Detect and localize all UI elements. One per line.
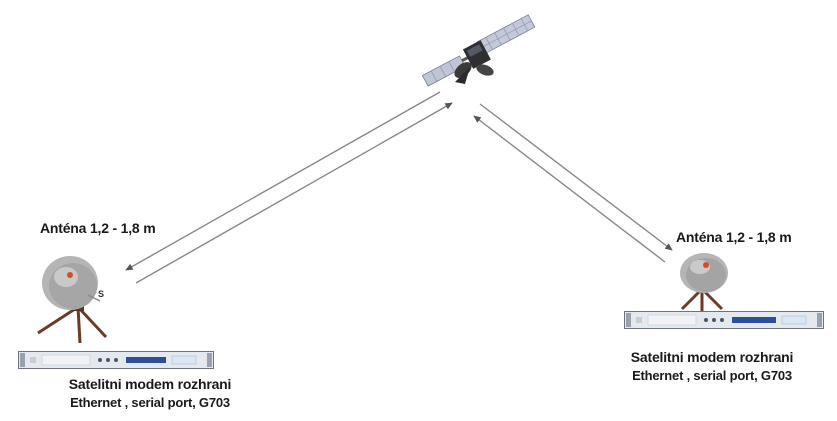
left-downlink-line (125, 91, 441, 271)
left-modem-subtitle: Ethernet , serial port, G703 (70, 395, 230, 410)
left-uplink-line (135, 102, 453, 284)
satellite-icon (421, 14, 536, 87)
right-downlink-line (479, 103, 673, 251)
right-uplink-line (473, 115, 666, 263)
left-modem-icon (18, 351, 214, 369)
left-antenna-label: Anténa 1,2 - 1,8 m (40, 220, 156, 236)
right-modem-title: Satelitni modem rozhrani (630, 349, 794, 365)
right-modem-icon (624, 311, 824, 329)
left-antenna-icon: S (37, 256, 108, 344)
right-antenna-icon (680, 253, 728, 311)
left-modem-title: Satelitni modem rozhrani (68, 376, 232, 392)
svg-text:S: S (98, 289, 104, 299)
right-modem-subtitle: Ethernet , serial port, G703 (632, 368, 792, 383)
right-antenna-label: Anténa 1,2 - 1,8 m (676, 229, 792, 245)
